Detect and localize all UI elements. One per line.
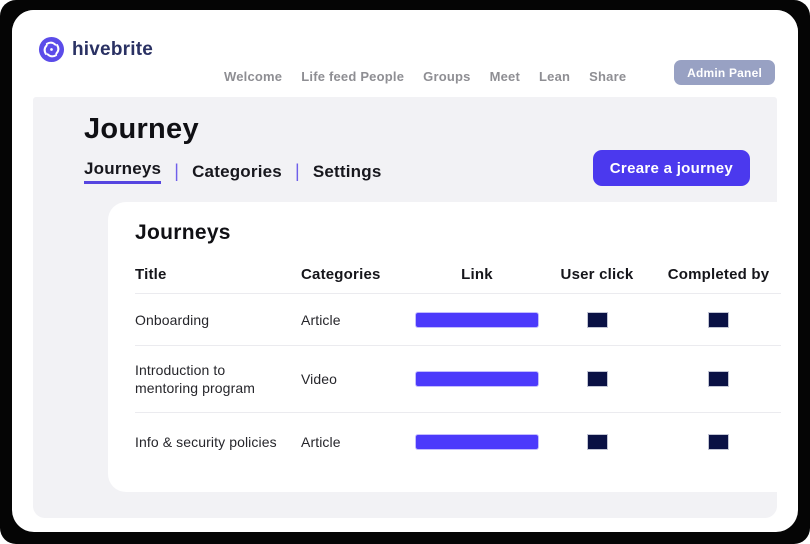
completed-by-marker bbox=[709, 435, 728, 449]
nav-item-lean[interactable]: Lean bbox=[539, 69, 571, 84]
top-bar: hivebrite Welcome Life feed People Group… bbox=[12, 10, 798, 97]
journeys-card: Journeys Title Categories Link User clic… bbox=[108, 202, 798, 492]
completed-by-marker bbox=[709, 312, 728, 327]
nav-item-groups[interactable]: Groups bbox=[423, 69, 471, 84]
completed-by-marker bbox=[709, 372, 728, 386]
user-click-marker bbox=[587, 435, 607, 449]
table-header-row: Title Categories Link User click Complet… bbox=[135, 256, 781, 294]
row-title: Introduction to mentoring program bbox=[135, 362, 255, 396]
main-nav: Welcome Life feed People Groups Meet Lea… bbox=[224, 69, 626, 84]
row-title: Onboarding bbox=[135, 311, 210, 328]
tab-journeys[interactable]: Journeys bbox=[84, 159, 162, 184]
column-header-categories: Categories bbox=[301, 266, 381, 283]
tab-separator: | bbox=[294, 161, 300, 181]
user-click-marker bbox=[587, 312, 607, 327]
nav-item-life-feed-people[interactable]: Life feed People bbox=[301, 69, 405, 84]
table-row[interactable]: Onboarding Article bbox=[135, 294, 781, 346]
nav-item-meet[interactable]: Meet bbox=[489, 69, 520, 84]
table-row[interactable]: Introduction to mentoring program Video bbox=[135, 346, 781, 413]
user-click-marker bbox=[587, 372, 607, 386]
nav-item-welcome[interactable]: Welcome bbox=[224, 69, 283, 84]
page-title: Journey bbox=[84, 113, 199, 145]
admin-panel-button[interactable]: Admin Panel bbox=[674, 60, 775, 85]
table-row[interactable]: Info & security policies Article bbox=[135, 413, 781, 471]
tab-categories[interactable]: Categories bbox=[192, 161, 282, 181]
hivebrite-logo-icon bbox=[38, 36, 65, 63]
page-tabs: Journeys | Categories | Settings bbox=[84, 159, 777, 184]
row-category: Article bbox=[301, 434, 341, 450]
link-bar-placeholder[interactable] bbox=[416, 435, 538, 449]
brand-logo[interactable]: hivebrite bbox=[38, 36, 153, 63]
column-header-user-click: User click bbox=[560, 266, 634, 283]
journeys-table: Title Categories Link User click Complet… bbox=[135, 256, 781, 471]
journey-page-section: Journey Journeys | Categories | Settings… bbox=[33, 97, 798, 518]
app-window: hivebrite Welcome Life feed People Group… bbox=[12, 10, 798, 532]
column-header-completed-by: Completed by bbox=[667, 266, 770, 283]
tab-separator: | bbox=[174, 161, 180, 181]
row-category: Article bbox=[301, 311, 341, 328]
brand-name: hivebrite bbox=[72, 38, 153, 60]
row-title: Info & security policies bbox=[135, 434, 277, 450]
column-header-title: Title bbox=[135, 266, 167, 283]
row-category: Video bbox=[301, 371, 338, 387]
card-title: Journeys bbox=[135, 221, 231, 244]
column-header-link: Link bbox=[461, 266, 493, 283]
create-journey-button[interactable]: Creare a journey bbox=[592, 150, 750, 186]
link-bar-placeholder[interactable] bbox=[416, 372, 538, 386]
nav-item-share[interactable]: Share bbox=[589, 69, 627, 84]
tab-settings[interactable]: Settings bbox=[312, 161, 382, 181]
link-bar-placeholder[interactable] bbox=[416, 312, 538, 327]
